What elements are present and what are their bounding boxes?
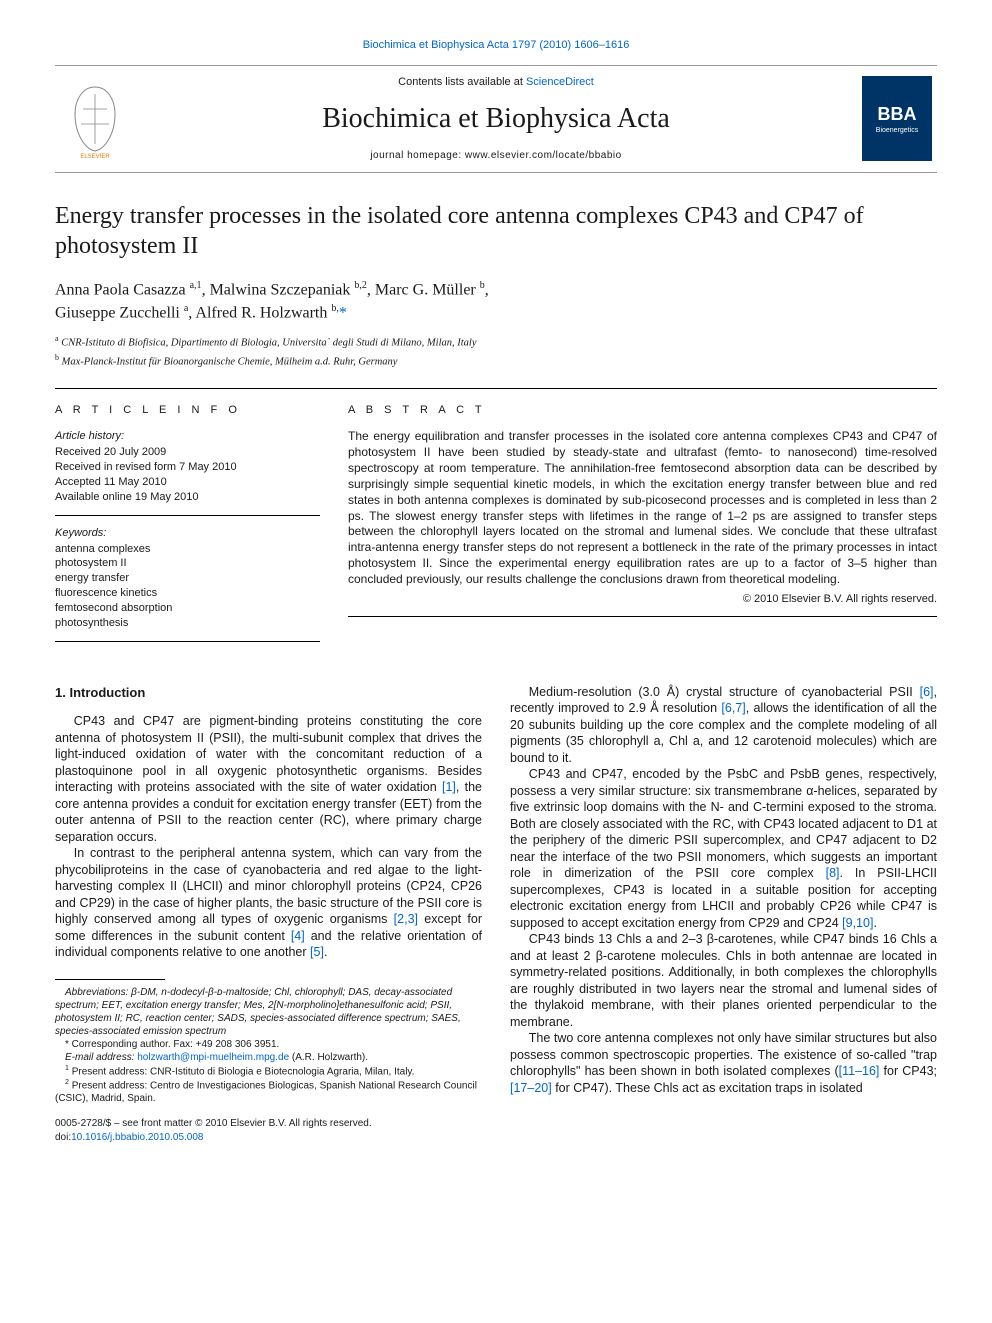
article-history: Article history: Received 20 July 2009 R… xyxy=(55,429,320,515)
body-paragraph: CP43 and CP47, encoded by the PsbC and P… xyxy=(510,766,937,931)
journal-homepage: journal homepage: www.elsevier.com/locat… xyxy=(135,149,857,163)
author-list: Anna Paola Casazza a,1, Malwina Szczepan… xyxy=(55,279,937,324)
divider xyxy=(55,388,937,389)
keyword: photosystem II xyxy=(55,556,320,571)
email-footnote: E-mail address: holzwarth@mpi-muelheim.m… xyxy=(55,1051,482,1064)
citation-link[interactable]: [4] xyxy=(291,929,305,943)
abstract-text: The energy equilibration and transfer pr… xyxy=(348,429,937,617)
citation-link[interactable]: [1] xyxy=(442,780,456,794)
contents-prefix: Contents lists available at xyxy=(398,76,526,88)
doi-link[interactable]: 10.1016/j.bbabio.2010.05.008 xyxy=(71,1132,203,1143)
bba-logo-subtext: Bioenergetics xyxy=(876,126,918,135)
keyword: femtosecond absorption xyxy=(55,601,320,616)
citation-link[interactable]: [2,3] xyxy=(394,912,418,926)
email-link[interactable]: holzwarth@mpi-muelheim.mpg.de xyxy=(137,1052,289,1063)
keyword: energy transfer xyxy=(55,571,320,586)
journal-name: Biochimica et Biophysica Acta xyxy=(135,100,857,138)
history-item: Received 20 July 2009 xyxy=(55,445,320,460)
affiliation-a: a CNR-Istituto di Biofisica, Dipartiment… xyxy=(55,334,937,351)
masthead: ELSEVIER Contents lists available at Sci… xyxy=(55,65,937,173)
citation-link[interactable]: [5] xyxy=(310,945,324,959)
intro-heading: 1. Introduction xyxy=(55,684,482,702)
body-paragraph: CP43 binds 13 Chls a and 2–3 β-carotenes… xyxy=(510,931,937,1030)
sciencedirect-link[interactable]: ScienceDirect xyxy=(526,76,594,88)
corresponding-author-footnote: * Corresponding author. Fax: +49 208 306… xyxy=(55,1038,482,1051)
article-title: Energy transfer processes in the isolate… xyxy=(55,201,937,261)
bba-logo-text: BBA xyxy=(878,102,917,126)
doi-line: doi:10.1016/j.bbabio.2010.05.008 xyxy=(55,1131,482,1145)
citation-link[interactable]: [11–16] xyxy=(839,1064,880,1078)
history-heading: Article history: xyxy=(55,429,320,444)
keyword: antenna complexes xyxy=(55,542,320,557)
abstract-label: A B S T R A C T xyxy=(348,403,937,418)
history-item: Available online 19 May 2010 xyxy=(55,490,320,505)
elsevier-logo: ELSEVIER xyxy=(55,74,135,164)
citation-link[interactable]: [6,7] xyxy=(721,701,745,715)
history-item: Received in revised form 7 May 2010 xyxy=(55,460,320,475)
footnotes: Abbreviations: β-DM, n-dodecyl-β-ᴅ-malto… xyxy=(55,986,482,1106)
citation-link[interactable]: [9,10] xyxy=(842,916,873,930)
contents-line: Contents lists available at ScienceDirec… xyxy=(135,75,857,90)
journal-citation-link[interactable]: Biochimica et Biophysica Acta 1797 (2010… xyxy=(55,38,937,53)
bba-cover-logo: BBA Bioenergetics xyxy=(857,74,937,164)
svg-text:ELSEVIER: ELSEVIER xyxy=(80,154,110,159)
keywords-block: Keywords: antenna complexes photosystem … xyxy=(55,526,320,642)
footnote-divider xyxy=(55,979,165,980)
present-address-2: 2 Present address: Centro de Investigaci… xyxy=(55,1078,482,1105)
body-paragraph: The two core antenna complexes not only … xyxy=(510,1030,937,1096)
abbreviations-footnote: Abbreviations: β-DM, n-dodecyl-β-ᴅ-malto… xyxy=(55,986,482,1038)
article-info-label: A R T I C L E I N F O xyxy=(55,403,320,418)
body-paragraph: Medium-resolution (3.0 Å) crystal struct… xyxy=(510,684,937,767)
body-paragraph: In contrast to the peripheral antenna sy… xyxy=(55,845,482,961)
abstract-copyright: © 2010 Elsevier B.V. All rights reserved… xyxy=(348,592,937,607)
present-address-1: 1 Present address: CNR-Istituto di Biolo… xyxy=(55,1064,482,1078)
citation-link[interactable]: [8] xyxy=(826,866,840,880)
keyword: photosynthesis xyxy=(55,616,320,631)
front-matter-line: 0005-2728/$ – see front matter © 2010 El… xyxy=(55,1117,482,1131)
keyword: fluorescence kinetics xyxy=(55,586,320,601)
affiliation-b: b Max-Planck-Institut für Bioanorganisch… xyxy=(55,353,937,370)
body-paragraph: CP43 and CP47 are pigment-binding protei… xyxy=(55,713,482,845)
masthead-center: Contents lists available at ScienceDirec… xyxy=(135,75,857,163)
keywords-heading: Keywords: xyxy=(55,526,320,541)
citation-link[interactable]: [6] xyxy=(920,685,934,699)
history-item: Accepted 11 May 2010 xyxy=(55,475,320,490)
citation-link[interactable]: [17–20] xyxy=(510,1081,552,1095)
